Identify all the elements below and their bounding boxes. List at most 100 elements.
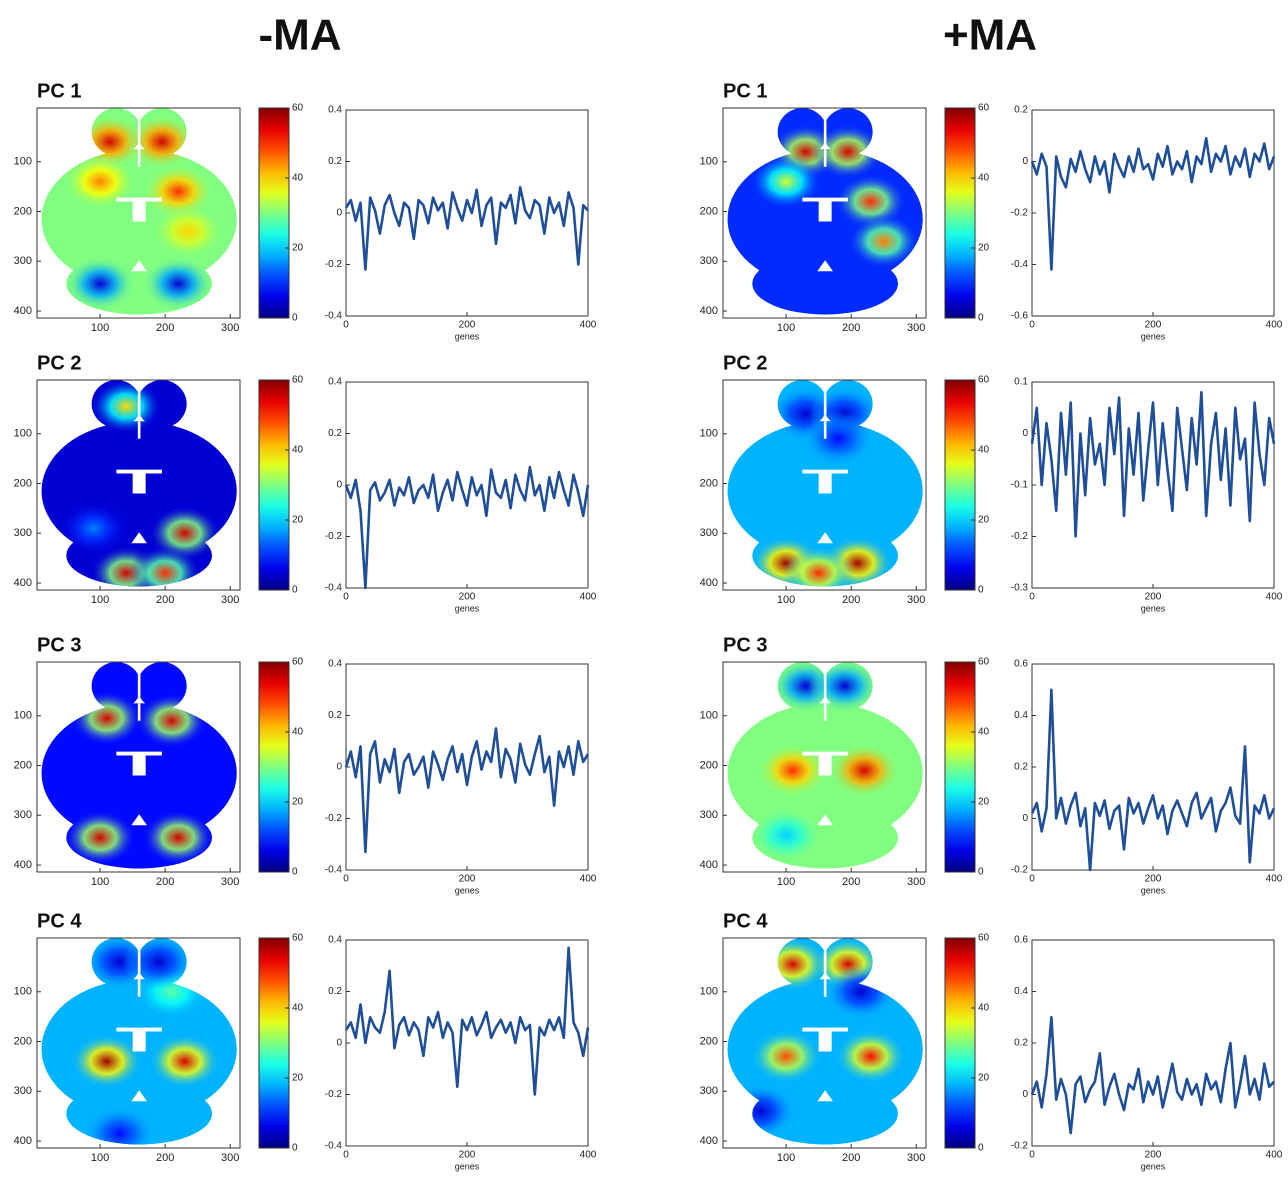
colorbar-tick-label: 60 bbox=[978, 103, 990, 114]
ventricle bbox=[138, 942, 141, 997]
y-tick-label: 0 bbox=[1022, 156, 1028, 167]
y-tick-label: -0.2 bbox=[1011, 531, 1029, 542]
colorbar-tick-label: 40 bbox=[292, 727, 304, 738]
y-tick-label: 200 bbox=[14, 477, 32, 489]
x-tick-label: 100 bbox=[91, 594, 109, 606]
y-tick-label: 0.2 bbox=[328, 428, 342, 439]
colorbar-tick-label: 20 bbox=[292, 1073, 304, 1084]
x-tick-label: 200 bbox=[459, 874, 476, 885]
x-tick-label: 100 bbox=[91, 1152, 109, 1164]
x-tick-label: 0 bbox=[1029, 1150, 1035, 1161]
colorbar-tick-label: 20 bbox=[978, 243, 990, 254]
x-tick-label: 400 bbox=[1266, 320, 1283, 331]
x-tick-label: 300 bbox=[221, 594, 239, 606]
hotspot bbox=[835, 1029, 907, 1084]
y-tick-label: 100 bbox=[14, 986, 32, 998]
y-tick-label: 0 bbox=[336, 480, 342, 491]
y-tick-label: 100 bbox=[700, 710, 718, 722]
hotspot bbox=[828, 743, 900, 798]
x-tick-label: 300 bbox=[907, 876, 925, 888]
x-tick-label: 200 bbox=[459, 320, 476, 331]
panel-title: PC 2 bbox=[37, 352, 81, 374]
y-tick-label: 300 bbox=[700, 527, 718, 539]
x-tick-label: 200 bbox=[1145, 874, 1162, 885]
colorbar bbox=[945, 108, 975, 318]
y-tick-label: 300 bbox=[14, 527, 32, 539]
y-tick-label: 0 bbox=[336, 1038, 342, 1049]
x-tick-label: 300 bbox=[221, 322, 239, 334]
x-tick-label: 300 bbox=[221, 876, 239, 888]
y-tick-label: 0.2 bbox=[1014, 762, 1028, 773]
x-tick-label: 200 bbox=[156, 322, 174, 334]
x-tick-label: 400 bbox=[580, 874, 597, 885]
column-title: +MA bbox=[943, 11, 1037, 60]
y-tick-label: 300 bbox=[14, 809, 32, 821]
brain-map bbox=[37, 379, 240, 600]
loading-line bbox=[1032, 690, 1274, 870]
colorbar-tick-label: 60 bbox=[292, 933, 304, 944]
x-tick-label: 300 bbox=[907, 1152, 925, 1164]
y-tick-label: 100 bbox=[14, 428, 32, 440]
x-tick-label: 200 bbox=[842, 876, 860, 888]
brain-map bbox=[723, 937, 926, 1148]
hotspot bbox=[783, 546, 855, 601]
y-tick-label: 0.2 bbox=[1014, 105, 1028, 116]
y-tick-label: -0.2 bbox=[1011, 865, 1029, 876]
x-axis-label: genes bbox=[1141, 1161, 1166, 1171]
y-tick-label: 0.2 bbox=[328, 986, 342, 997]
y-tick-label: 300 bbox=[14, 1085, 32, 1097]
ventricle bbox=[824, 112, 827, 167]
x-axis-label: genes bbox=[455, 885, 480, 895]
ventricle bbox=[824, 942, 827, 997]
colorbar-tick-label: 60 bbox=[292, 375, 304, 386]
y-tick-label: 0.6 bbox=[1014, 659, 1028, 670]
x-axis-label: genes bbox=[455, 331, 480, 341]
y-tick-label: 400 bbox=[700, 1135, 718, 1147]
y-tick-label: 300 bbox=[14, 255, 32, 267]
hotspot bbox=[802, 411, 874, 466]
loading-line bbox=[346, 948, 588, 1095]
y-tick-label: 0 bbox=[336, 762, 342, 773]
y-tick-label: 400 bbox=[14, 577, 32, 589]
axes-frame bbox=[1032, 110, 1274, 316]
colorbar-tick-label: 0 bbox=[978, 1143, 984, 1154]
loading-line bbox=[346, 187, 588, 269]
hotspot bbox=[724, 1084, 796, 1139]
ventricle bbox=[138, 666, 141, 721]
y-tick-label: 400 bbox=[700, 859, 718, 871]
y-tick-label: 0.4 bbox=[328, 659, 342, 670]
hotspot bbox=[90, 379, 162, 434]
colorbar-tick-label: 0 bbox=[292, 867, 298, 878]
y-tick-label: 200 bbox=[14, 205, 32, 217]
y-tick-label: 100 bbox=[14, 156, 32, 168]
y-tick-label: 200 bbox=[700, 205, 718, 217]
x-tick-label: 400 bbox=[580, 1150, 597, 1161]
y-tick-label: -0.4 bbox=[325, 583, 343, 594]
colorbar-tick-label: 40 bbox=[978, 1003, 990, 1014]
y-tick-label: 400 bbox=[700, 577, 718, 589]
x-tick-label: 0 bbox=[1029, 320, 1035, 331]
x-tick-label: 300 bbox=[907, 594, 925, 606]
colorbar-tick-label: 0 bbox=[292, 1143, 298, 1154]
loading-line bbox=[1032, 138, 1274, 269]
axes-frame bbox=[1032, 664, 1274, 870]
colorbar-tick-label: 0 bbox=[978, 313, 984, 324]
y-tick-label: 0.4 bbox=[328, 935, 342, 946]
colorbar-tick-label: 20 bbox=[292, 243, 304, 254]
hotspot bbox=[126, 114, 198, 169]
x-tick-label: 0 bbox=[1029, 592, 1035, 603]
colorbar bbox=[259, 938, 289, 1148]
x-tick-label: 200 bbox=[156, 876, 174, 888]
hotspot bbox=[71, 1034, 143, 1089]
panel-title: PC 4 bbox=[37, 910, 82, 932]
x-tick-label: 200 bbox=[842, 322, 860, 334]
panel-title: PC 3 bbox=[723, 634, 767, 656]
colorbar-tick-label: 40 bbox=[978, 173, 990, 184]
y-tick-label: 400 bbox=[14, 859, 32, 871]
ventricle bbox=[138, 112, 141, 167]
y-tick-label: 0 bbox=[1022, 428, 1028, 439]
brain-map bbox=[723, 108, 926, 318]
colorbar-tick-label: 20 bbox=[978, 797, 990, 808]
y-tick-label: 300 bbox=[700, 1085, 718, 1097]
hotspot bbox=[123, 935, 195, 990]
